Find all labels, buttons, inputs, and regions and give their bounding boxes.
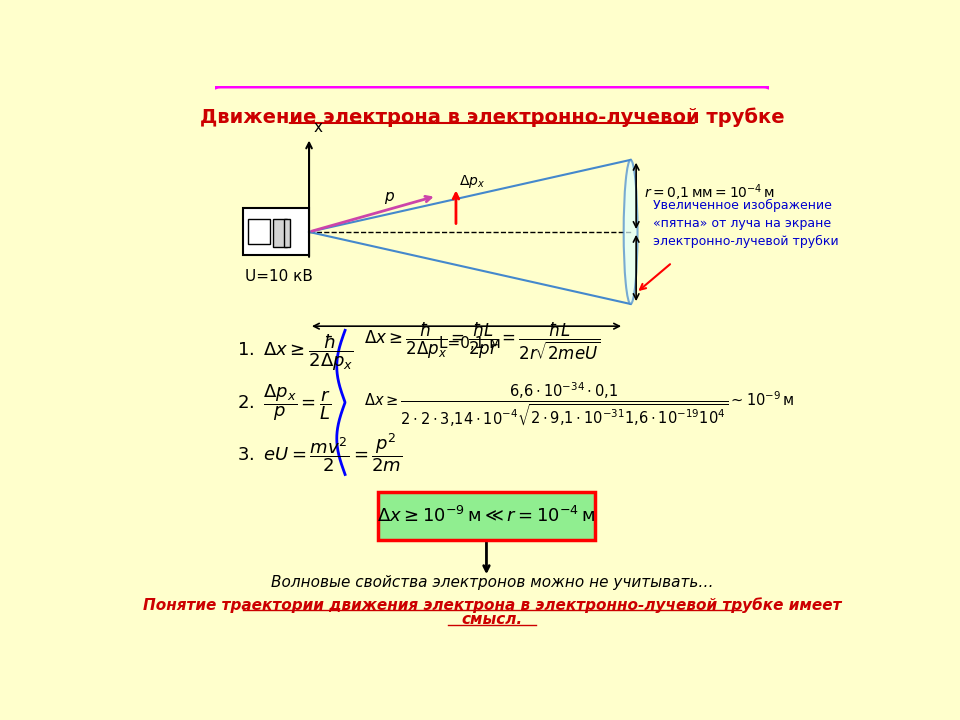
- Text: $\Delta x \geq \dfrac{\hbar}{2\Delta p_x} = \dfrac{\hbar L}{2pr} = \dfrac{\hbar : $\Delta x \geq \dfrac{\hbar}{2\Delta p_x…: [365, 321, 601, 362]
- Ellipse shape: [624, 160, 637, 304]
- Text: U=10 кВ: U=10 кВ: [246, 269, 313, 284]
- Text: p: p: [384, 189, 394, 204]
- Text: L=0,1 м: L=0,1 м: [439, 336, 501, 351]
- Bar: [273, 220, 287, 247]
- Text: x: x: [314, 120, 323, 135]
- Text: Увеличенное изображение
«пятна» от луча на экране
электронно-лучевой трубки: Увеличенное изображение «пятна» от луча …: [653, 199, 838, 248]
- Text: $2.\ \dfrac{\Delta p_x}{p} = \dfrac{r}{L}$: $2.\ \dfrac{\Delta p_x}{p} = \dfrac{r}{L…: [237, 382, 331, 423]
- Text: Волновые свойства электронов можно не учитывать…: Волновые свойства электронов можно не уч…: [271, 575, 713, 590]
- Bar: [284, 220, 290, 247]
- Text: $1.\ \Delta x \geq \dfrac{\hbar}{2\Delta p_x}$: $1.\ \Delta x \geq \dfrac{\hbar}{2\Delta…: [237, 332, 353, 373]
- FancyBboxPatch shape: [209, 86, 775, 647]
- Text: $r = 0{,}1\,\mathrm{мм} = 10^{-4}\,\mathrm{м}$: $r = 0{,}1\,\mathrm{мм} = 10^{-4}\,\math…: [644, 183, 776, 204]
- Text: смысл.: смысл.: [462, 612, 522, 627]
- Text: Движение электрона в электронно-лучевой трубке: Движение электрона в электронно-лучевой …: [200, 107, 784, 127]
- Text: $\Delta x \geq 10^{-9}\,\mathrm{м} \ll r = 10^{-4}\,\mathrm{м}$: $\Delta x \geq 10^{-9}\,\mathrm{м} \ll r…: [377, 506, 595, 526]
- FancyBboxPatch shape: [378, 492, 594, 539]
- Text: $3.\ eU = \dfrac{mv^2}{2} = \dfrac{p^2}{2m}$: $3.\ eU = \dfrac{mv^2}{2} = \dfrac{p^2}{…: [237, 431, 402, 474]
- Text: $\Delta p_x$: $\Delta p_x$: [459, 173, 485, 190]
- Bar: [243, 208, 309, 256]
- Bar: [248, 220, 271, 244]
- Text: Понятие траектории движения электрона в электронно-лучевой трубке имеет: Понятие траектории движения электрона в …: [143, 597, 841, 613]
- Text: $\Delta x \geq \dfrac{6{,}6\cdot10^{-34}\cdot 0{,}1}{2\cdot2\cdot3{,}14\cdot10^{: $\Delta x \geq \dfrac{6{,}6\cdot10^{-34}…: [365, 381, 795, 429]
